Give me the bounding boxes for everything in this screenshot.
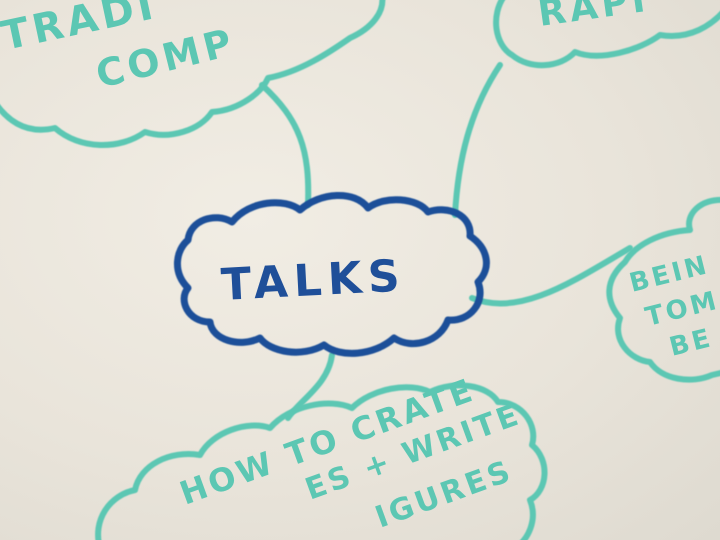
- cloud-top-left: TRADI COMP: [0, 0, 386, 149]
- cloud-outline: [95, 382, 548, 540]
- cloud-outline: [606, 197, 720, 383]
- cloud-central: TALKS: [174, 192, 490, 357]
- node-text-line: BE: [666, 323, 716, 363]
- connector-top-left: [259, 82, 312, 208]
- connector-top-right: [452, 62, 503, 218]
- cloud-top-right: RAPI: [493, 0, 720, 69]
- cloud-outline: [493, 0, 720, 69]
- connector-right: [469, 245, 633, 307]
- node-text-line: RAPI: [536, 0, 652, 35]
- central-cloud-outline: [174, 192, 490, 357]
- connector-lines: [259, 62, 633, 421]
- cloud-bottom: HOW TO CRATE ES + WRITE IGURES: [95, 371, 548, 540]
- cloud-outline: [0, 0, 386, 149]
- central-node-label: TALKS: [220, 250, 407, 311]
- cloud-right: BEIN TOM BE: [606, 197, 720, 383]
